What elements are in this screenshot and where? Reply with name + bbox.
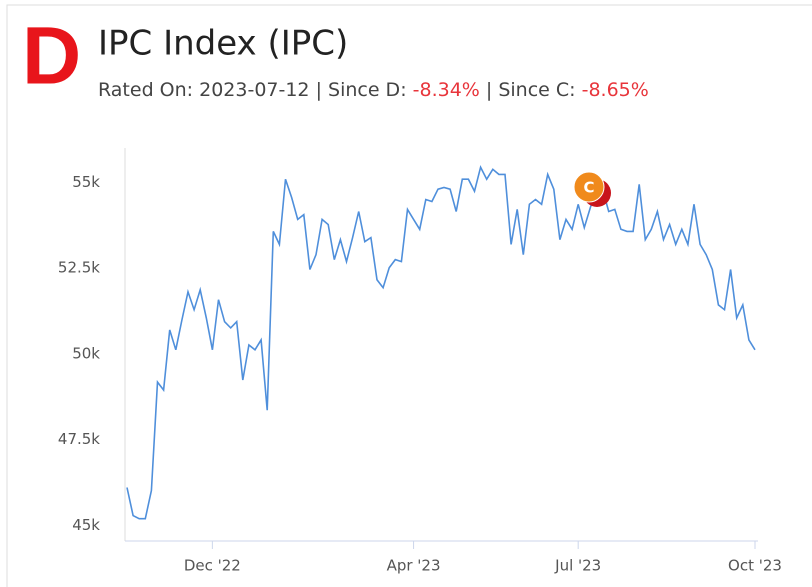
y-tick-label: 50k	[72, 344, 100, 362]
grade: D	[22, 11, 81, 102]
y-tick-label: 52.5k	[58, 259, 100, 277]
marker	[573, 171, 605, 203]
x-tick-label: Oct '23	[728, 557, 782, 575]
y-tick-label: 55k	[72, 173, 100, 191]
y-tick-label: 45k	[72, 516, 100, 534]
marker-label: C	[583, 179, 594, 197]
card-border	[6, 4, 812, 587]
subtitle: Rated On: 2023-07-12 | Since D: -8.34% |…	[98, 79, 649, 101]
x-tick-label: Jul '23	[554, 557, 601, 575]
price-line	[126, 164, 756, 520]
rated: Rated On: 2023-07-12 | Since D:	[98, 79, 413, 101]
separator: | Since C:	[480, 79, 582, 101]
y-tick-label: 47.5k	[58, 430, 100, 448]
x-tick-label: Apr '23	[387, 557, 441, 575]
since-d: -8.34%	[413, 79, 480, 101]
since-c: -8.65%	[582, 79, 649, 101]
title: IPC Index (IPC)	[98, 24, 348, 64]
x-tick-label: Dec '22	[184, 557, 241, 575]
rating-marker: C	[573, 171, 611, 207]
